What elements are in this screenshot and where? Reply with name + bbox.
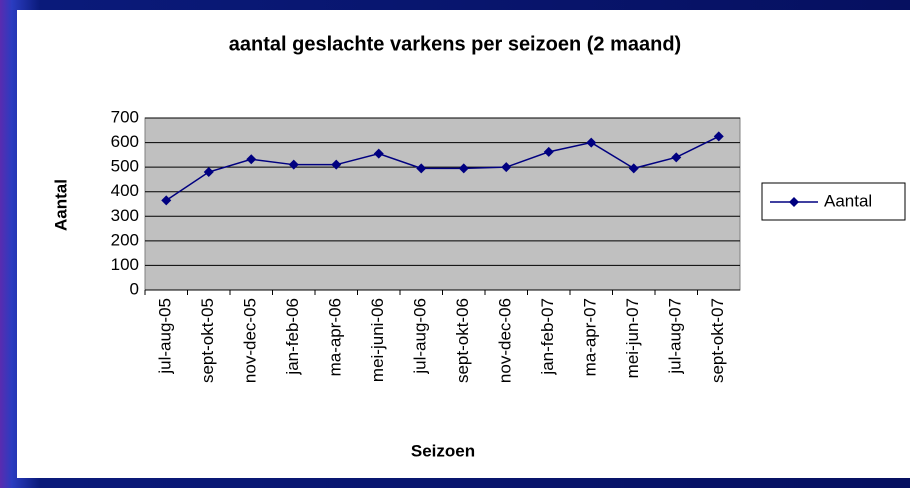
y-tick-label: 600 [111,132,139,151]
y-tick-label: 400 [111,181,139,200]
marker [246,154,257,165]
marker [416,163,427,174]
marker [671,152,682,163]
marker [373,148,384,159]
y-tick-label: 300 [111,206,139,225]
marker [288,159,299,170]
y-tick-label: 100 [111,255,139,274]
x-tick-label: ma-apr-07 [581,298,600,376]
legend-label: Aantal [824,191,872,210]
series-line [165,135,720,201]
marker [331,159,342,170]
x-tick-label: jul-aug-06 [411,298,430,375]
plot-area [144,117,741,291]
marker [586,137,597,148]
x-tick-label: sept-okt-07 [708,298,727,383]
x-tick-label: nov-dec-05 [241,298,260,383]
x-tick-label: jul-aug-05 [156,298,175,375]
chart-title: aantal geslachte varkens per seizoen (2 … [229,33,681,55]
y-tick-label: 700 [111,107,139,126]
x-tick-label: jan-feb-07 [538,298,557,376]
marker [458,163,469,174]
marker [713,131,724,142]
marker [203,167,214,178]
x-tick-label: jan-feb-06 [283,298,302,376]
x-tick-label: sept-okt-06 [453,298,472,383]
marker [543,146,554,157]
x-axis-label: Seizoen [411,441,475,460]
marker [628,163,639,174]
x-tick-label: sept-okt-05 [198,298,217,383]
x-tick-label: ma-apr-06 [326,298,345,376]
marker [501,162,512,173]
x-tick-label: jul-aug-07 [666,298,685,375]
y-axis-label: Aantal [51,179,70,231]
y-tick-label: 500 [111,157,139,176]
x-tick-label: mei-juni-06 [368,298,387,382]
y-tick-label: 0 [130,279,139,298]
y-tick-label: 200 [111,230,139,249]
x-tick-label: mei-jun-07 [623,298,642,378]
marker [161,195,172,206]
legend-marker [789,197,799,207]
x-tick-label: nov-dec-06 [496,298,515,383]
